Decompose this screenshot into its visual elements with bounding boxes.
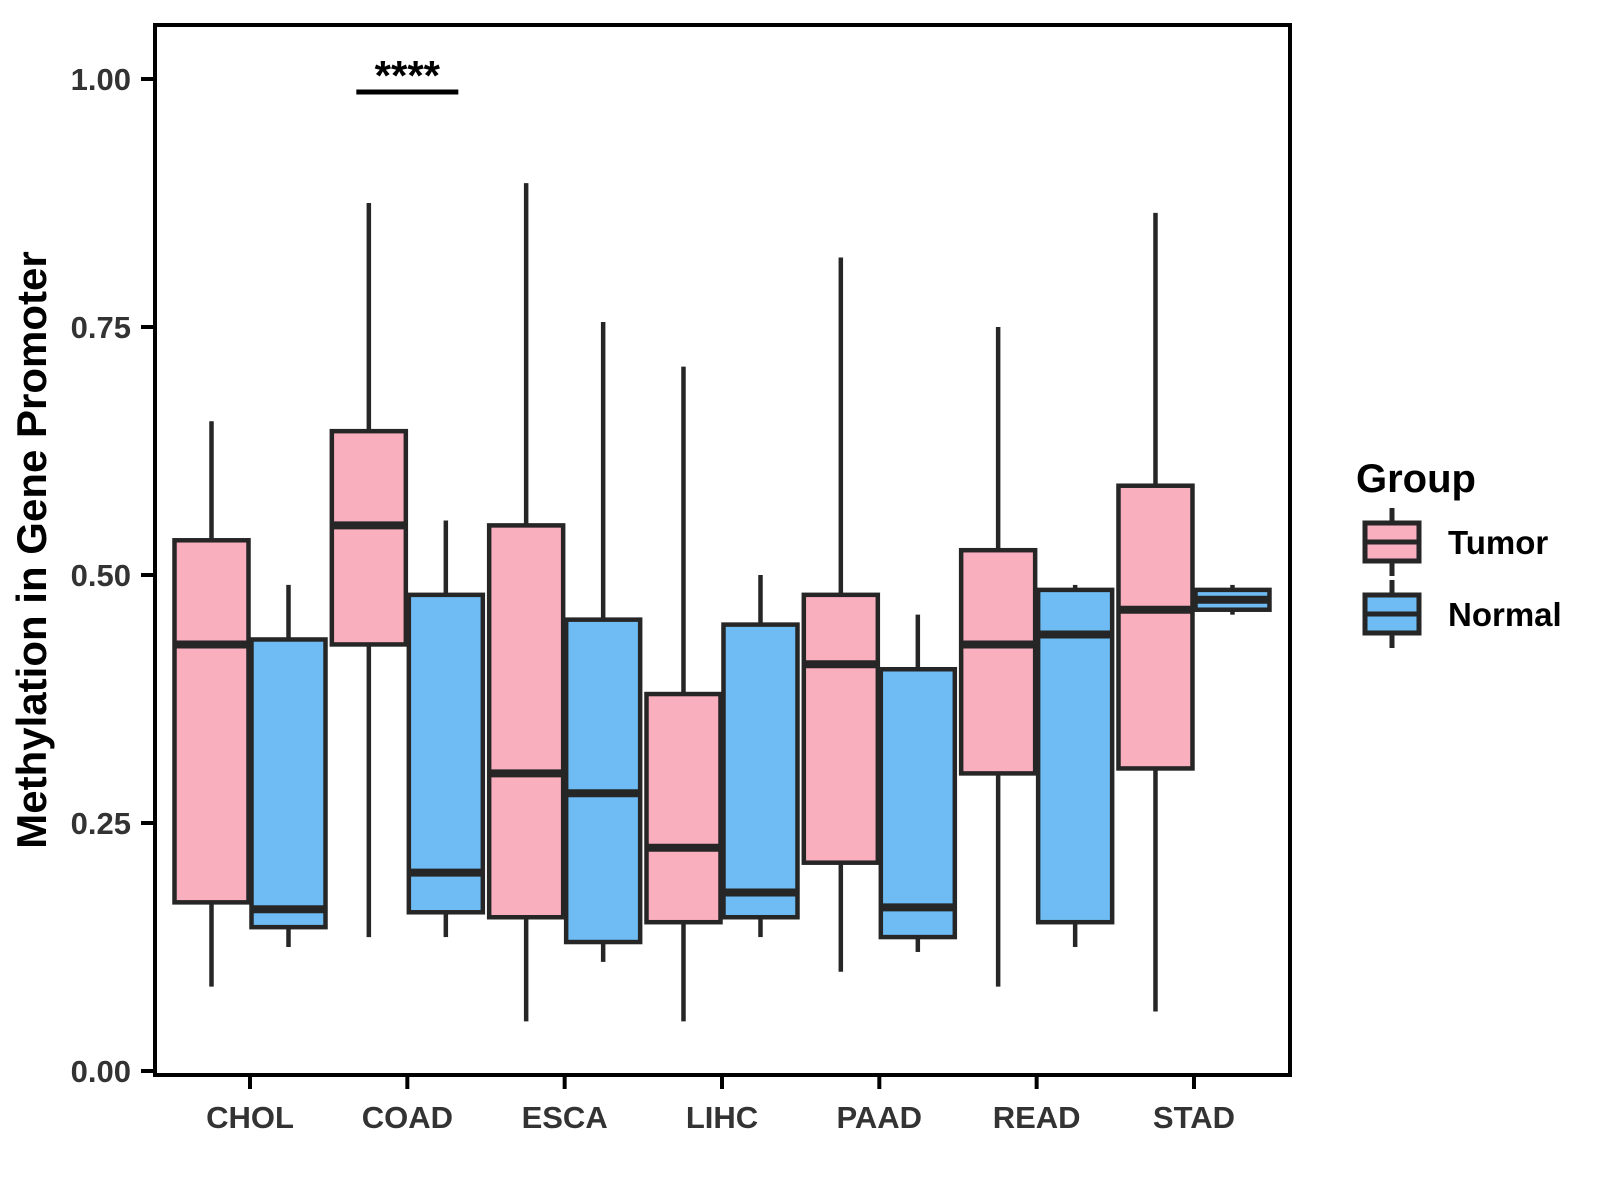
- tumor-box-STAD: [1116, 483, 1195, 771]
- x-category-label: ESCA: [522, 1100, 608, 1135]
- panel-border: [153, 23, 1292, 1077]
- plot-area: 0.00 0.25 0.50 0.75 1.00 CHOL COAD ESCA LIHC PAAD…: [71, 23, 1292, 1135]
- legend-label-normal: Normal: [1448, 596, 1562, 633]
- y-tick-label: 0.00: [71, 1054, 131, 1089]
- legend-title: Group: [1356, 457, 1476, 501]
- tumor-box-ESCA: [486, 523, 566, 920]
- normal-box-PAAD: [878, 666, 958, 940]
- tumor-box-CHOL: [172, 538, 251, 905]
- x-category-label: CHOL: [206, 1100, 294, 1135]
- x-category-label: READ: [993, 1100, 1081, 1135]
- normal-box-ESCA: [563, 617, 643, 945]
- y-tick-label: 0.25: [71, 806, 131, 841]
- legend: Tumor Normal: [1362, 508, 1562, 648]
- x-category-label: LIHC: [686, 1100, 758, 1135]
- normal-box-READ: [1035, 587, 1115, 925]
- normal-box-COAD: [406, 592, 486, 915]
- x-category-label: PAAD: [837, 1100, 923, 1135]
- y-tick-label: 1.00: [71, 62, 131, 97]
- normal-box-LIHC: [721, 622, 800, 920]
- x-category-label: STAD: [1153, 1100, 1235, 1135]
- x-category-label: COAD: [362, 1100, 453, 1135]
- y-tick-label: 0.50: [71, 558, 131, 593]
- tumor-box-COAD: [329, 428, 409, 647]
- y-axis-title: Methylation in Gene Promoter: [8, 251, 55, 848]
- legend-label-tumor: Tumor: [1448, 524, 1548, 561]
- tumor-box-LIHC: [644, 691, 723, 925]
- significance-stars: ****: [375, 52, 441, 99]
- normal-box-CHOL: [249, 637, 328, 930]
- tumor-box-READ: [958, 547, 1038, 776]
- y-tick-label: 0.75: [71, 310, 131, 345]
- tumor-box-PAAD: [801, 592, 881, 865]
